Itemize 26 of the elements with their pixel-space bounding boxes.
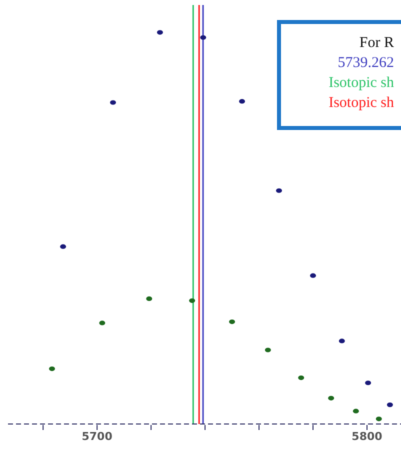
point bbox=[310, 273, 316, 278]
point bbox=[338, 338, 345, 344]
point bbox=[328, 396, 334, 400]
point bbox=[60, 244, 66, 249]
point bbox=[298, 375, 304, 380]
annotation: For R bbox=[358, 34, 394, 53]
ref-line-label: Isotopic sh bbox=[328, 74, 394, 93]
point bbox=[376, 416, 382, 422]
point bbox=[386, 402, 393, 408]
point bbox=[48, 366, 55, 372]
point bbox=[352, 408, 359, 414]
point bbox=[276, 188, 282, 193]
x-tick-label: 5700 bbox=[82, 430, 113, 443]
point bbox=[189, 298, 196, 303]
point bbox=[99, 320, 106, 326]
point bbox=[239, 99, 246, 104]
point bbox=[156, 30, 163, 35]
point bbox=[365, 380, 372, 386]
point bbox=[110, 100, 116, 105]
point bbox=[229, 319, 236, 324]
ref-line-label: Isotopic sh bbox=[328, 94, 394, 113]
point bbox=[200, 35, 206, 40]
point bbox=[146, 296, 152, 301]
ref-line-label: 5739.262 bbox=[336, 54, 394, 73]
point bbox=[264, 348, 271, 352]
x-tick-label: 5800 bbox=[352, 430, 383, 443]
